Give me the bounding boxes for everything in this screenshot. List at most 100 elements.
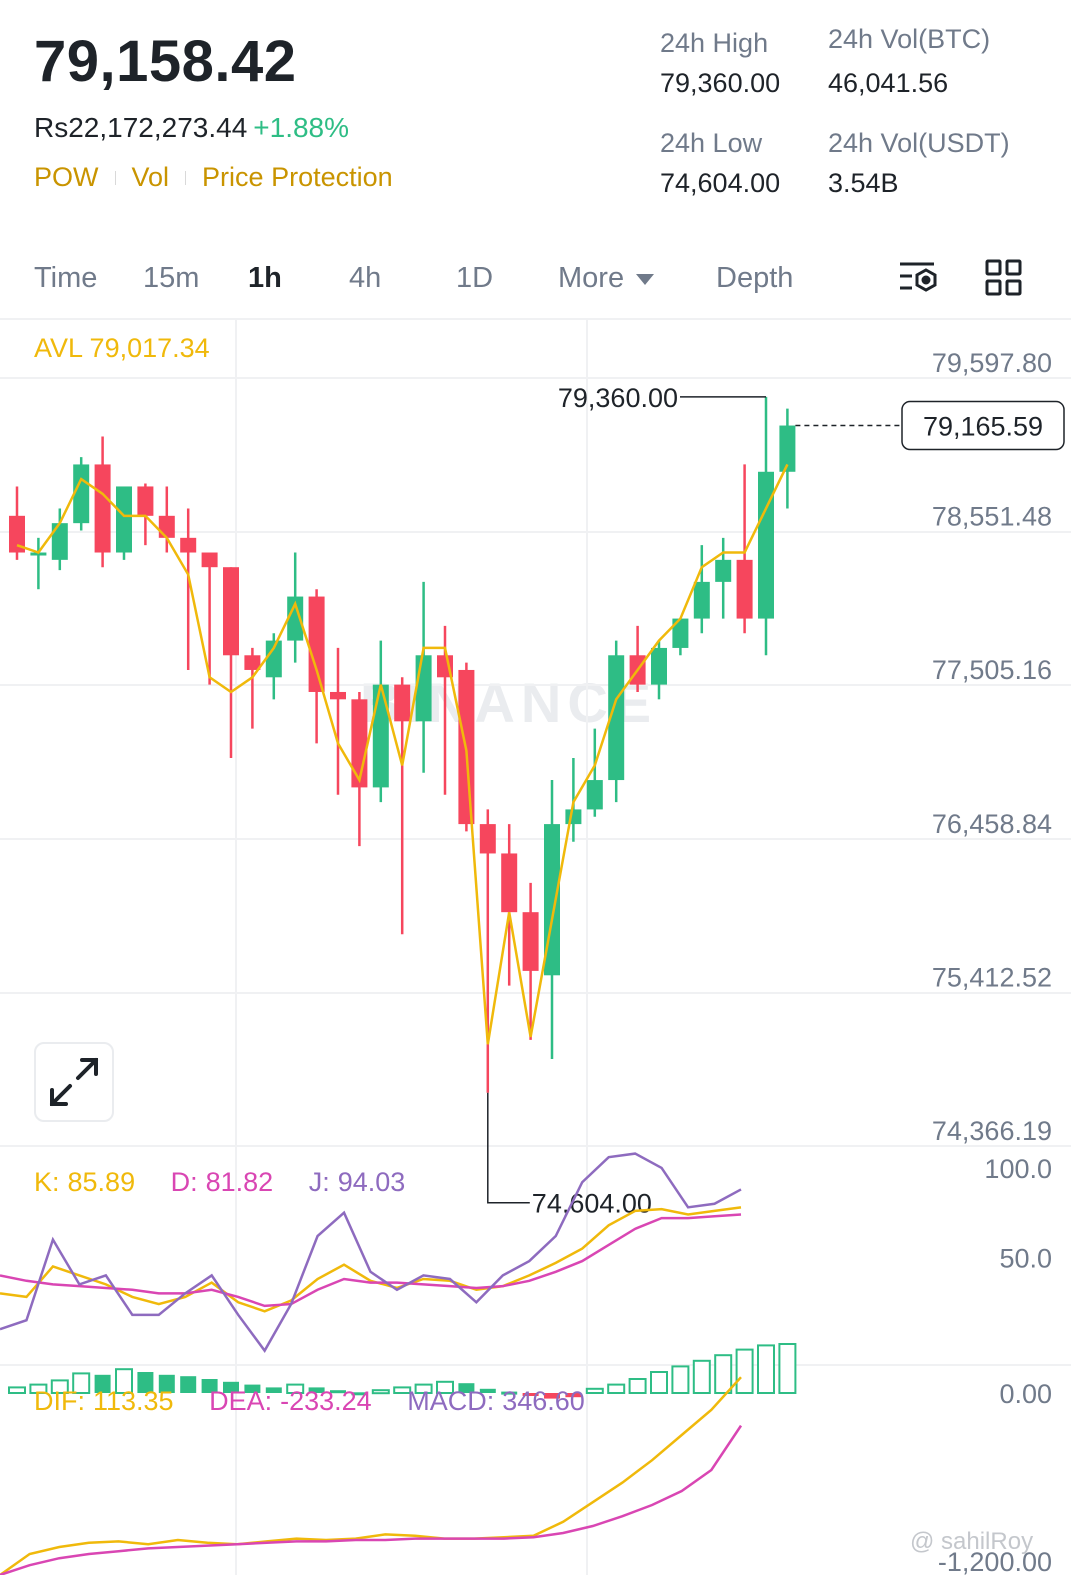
candle-body bbox=[415, 655, 432, 722]
macd-bar bbox=[650, 1371, 668, 1394]
tag-vol[interactable]: Vol bbox=[131, 162, 170, 192]
candle-body bbox=[51, 523, 68, 560]
candle-body bbox=[201, 552, 218, 568]
macd-bar bbox=[265, 1387, 282, 1393]
j-legend-value: 94.03 bbox=[338, 1167, 406, 1197]
candle-body bbox=[308, 596, 325, 692]
stat-vol-btc-value: 46,041.56 bbox=[828, 68, 949, 98]
price-axis-tick: 79,597.80 bbox=[932, 348, 1052, 378]
candle-body bbox=[158, 515, 175, 538]
candle-body bbox=[265, 640, 282, 678]
candle-body bbox=[9, 515, 25, 553]
tab-4h[interactable]: 4h bbox=[349, 262, 382, 294]
kdj-line-d bbox=[0, 1213, 742, 1308]
macd-bar bbox=[371, 1389, 390, 1395]
avl-legend: AVL 79,017.34 bbox=[34, 333, 210, 363]
candle-body bbox=[180, 537, 197, 553]
price-axis-tick: 78,551.48 bbox=[932, 502, 1052, 532]
stat-vol-usdt-label: 24h Vol(USDT) bbox=[828, 128, 1010, 158]
price-axis-tick: 77,505.16 bbox=[932, 655, 1052, 685]
indicator-settings-icon[interactable] bbox=[898, 258, 942, 298]
k-legend-label: K: bbox=[34, 1167, 60, 1197]
dif-legend-label: DIF: bbox=[34, 1386, 85, 1416]
price-axis-tick: 76,458.84 bbox=[932, 809, 1052, 839]
candle-body bbox=[351, 699, 368, 788]
stat-vol-btc-label: 24h Vol(BTC) bbox=[828, 24, 991, 54]
tab-1d[interactable]: 1D bbox=[456, 262, 494, 294]
tab-depth[interactable]: Depth bbox=[716, 262, 794, 294]
dea-legend-label: DEA: bbox=[209, 1386, 272, 1416]
last-price-tag-box bbox=[901, 400, 1065, 451]
grid-layout-icon[interactable] bbox=[984, 258, 1024, 298]
macd-bar bbox=[628, 1378, 647, 1394]
candle-body bbox=[608, 655, 625, 781]
macd-bar bbox=[158, 1374, 175, 1393]
price-change-percent: +1.88% bbox=[253, 112, 350, 143]
dif-legend-value: 113.35 bbox=[93, 1386, 174, 1416]
tab-1h[interactable]: 1h bbox=[248, 262, 282, 294]
stat-high-label: 24h High bbox=[660, 28, 769, 58]
macd-axis-tick: 0.00 bbox=[999, 1379, 1052, 1409]
candle-body bbox=[244, 655, 261, 670]
candle-body bbox=[223, 567, 239, 656]
macd-bar bbox=[286, 1383, 305, 1394]
kdj-axis-tick: 100.0 bbox=[984, 1154, 1052, 1184]
candle-body bbox=[651, 647, 667, 685]
kdj-lines bbox=[0, 1152, 742, 1353]
tab-15m[interactable]: 15m bbox=[143, 262, 200, 294]
macd-bar bbox=[436, 1380, 454, 1395]
expand-chart-button[interactable] bbox=[34, 1042, 114, 1122]
price-axis-tick: 75,412.52 bbox=[932, 962, 1052, 992]
candle-body bbox=[565, 809, 582, 825]
last-price-tag: 79,165.59 bbox=[923, 412, 1043, 442]
macd-line-dif bbox=[0, 1376, 742, 1575]
candle-body bbox=[30, 552, 47, 556]
j-legend-label: J: bbox=[309, 1167, 330, 1197]
kdj-legend: K: 85.89 D: 81.82 J: 94.03 bbox=[34, 1167, 405, 1197]
tag-price-protection[interactable]: Price Protection bbox=[202, 162, 393, 192]
macd-bar bbox=[180, 1376, 197, 1393]
candle-body bbox=[693, 581, 710, 619]
legends: AVL 79,017.34 K: 85.89 D: 81.82 J: 94.03 DI… bbox=[34, 333, 585, 1416]
candle-body bbox=[73, 464, 90, 524]
macd-bar bbox=[479, 1388, 496, 1393]
candle-body bbox=[372, 684, 389, 788]
kdj-axis-tick: 50.0 bbox=[999, 1244, 1052, 1274]
macd-bar bbox=[714, 1354, 733, 1394]
tag-divider bbox=[185, 170, 187, 185]
macd-bar bbox=[50, 1379, 69, 1395]
tab-more-label: More bbox=[558, 262, 625, 294]
low-leader-line bbox=[487, 1092, 530, 1204]
candle-body bbox=[394, 684, 411, 722]
macd-bar bbox=[458, 1383, 475, 1393]
axis-labels: 79,597.80 78,551.48 77,505.16 76,458.84 75,4… bbox=[932, 348, 1052, 1575]
kdj-line-j bbox=[0, 1152, 742, 1353]
candle-body bbox=[137, 486, 154, 516]
expand-icon bbox=[50, 1058, 98, 1106]
tag-pow[interactable]: POW bbox=[34, 162, 99, 192]
macd-bar bbox=[522, 1393, 539, 1396]
macd-bar bbox=[308, 1387, 325, 1393]
fiat-price-row: Rs22,172,273.44 +1.88% bbox=[34, 112, 349, 144]
macd-bar bbox=[115, 1368, 133, 1394]
macd-line-dea bbox=[0, 1424, 743, 1575]
price-axis-tick: 74,366.19 bbox=[932, 1116, 1052, 1146]
k-legend-value: 85.89 bbox=[68, 1167, 136, 1197]
macd-bar bbox=[244, 1384, 261, 1393]
high-price-annotation: 79,360.00 bbox=[558, 383, 678, 413]
stat-vol-usdt-value: 3.54B bbox=[828, 168, 899, 198]
macd-bar bbox=[757, 1344, 775, 1395]
macd-bar bbox=[778, 1343, 797, 1394]
macd-legend-label: MACD: bbox=[407, 1386, 494, 1416]
tab-more[interactable]: More bbox=[558, 262, 655, 295]
macd-bar bbox=[94, 1374, 111, 1393]
tabs-divider bbox=[0, 318, 1071, 320]
avl-legend-value: 79,017.34 bbox=[90, 333, 210, 363]
tab-time[interactable]: Time bbox=[34, 262, 98, 294]
stat-high-value: 79,360.00 bbox=[660, 68, 781, 98]
dea-legend-value: -233.24 bbox=[280, 1386, 372, 1416]
macd-bar bbox=[692, 1359, 711, 1395]
fiat-price: Rs22,172,273.44 bbox=[34, 112, 248, 143]
macd-bar bbox=[585, 1387, 604, 1395]
